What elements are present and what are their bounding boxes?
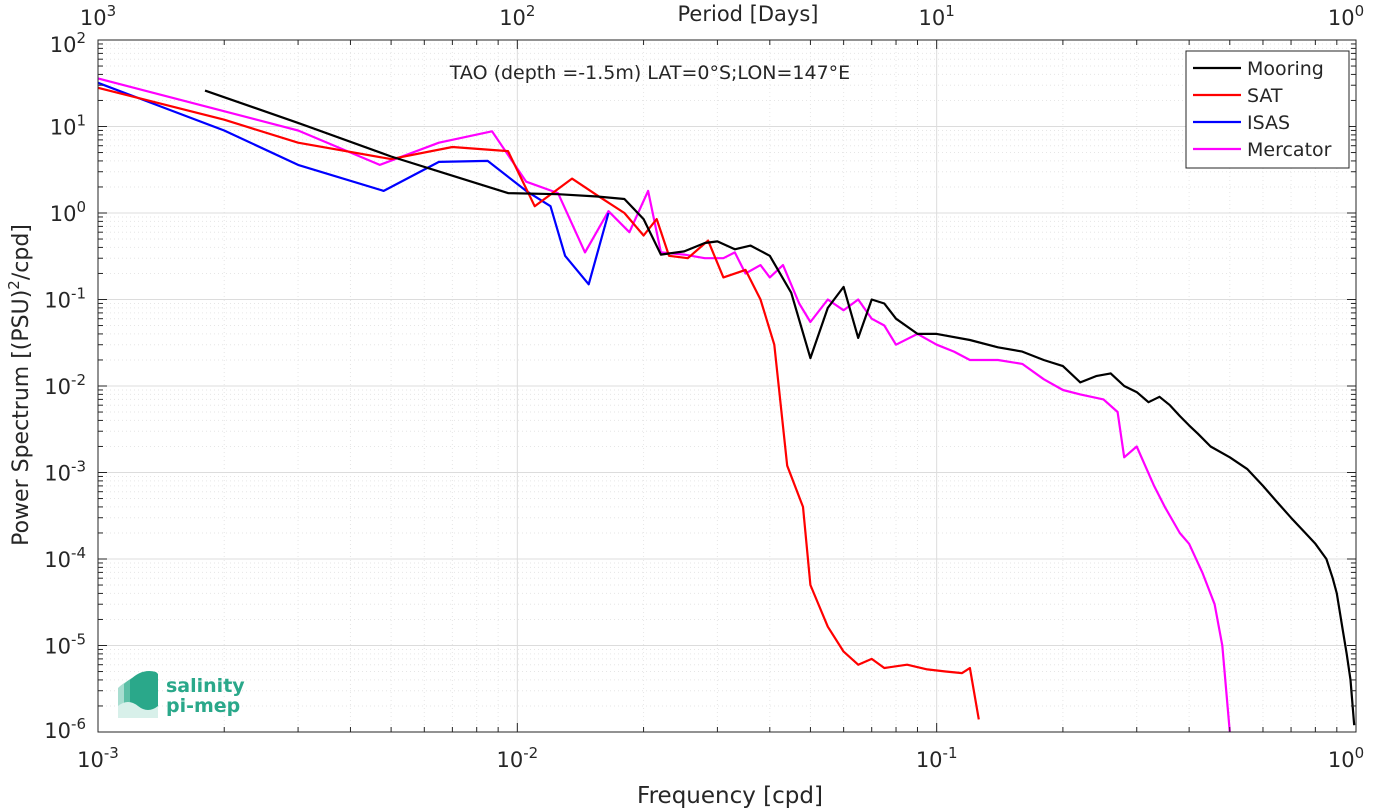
top-tick-label: 103 (80, 2, 116, 30)
logo-text-line2: pi-mep (166, 695, 240, 717)
series-line-sat (97, 86, 980, 720)
y-tick-label: 10-4 (44, 544, 86, 572)
salinity-pi-mep-logo: salinity pi-mep (118, 671, 245, 718)
y-tick-label: 10-2 (44, 371, 86, 399)
x-axis-label: Frequency [cpd] (637, 783, 823, 809)
y-tick-label: 10-3 (44, 458, 86, 486)
legend: Mooring SAT ISAS Mercator (1185, 50, 1350, 169)
top-tick-label: 102 (499, 2, 535, 30)
series-layer (97, 77, 1356, 733)
series-line-isas (97, 81, 610, 286)
legend-label-mooring: Mooring (1247, 58, 1324, 80)
legend-label-mercator: Mercator (1247, 139, 1332, 161)
x-tick-label: 10-3 (77, 744, 119, 772)
y-tick-label: 10-5 (44, 631, 86, 659)
logo-text-line1: salinity (166, 675, 245, 697)
y-tick-label: 10-6 (44, 715, 86, 743)
series-line-mooring (204, 89, 1356, 726)
y-tick-label: 100 (50, 198, 86, 226)
top-tick-label: 100 (1328, 2, 1364, 30)
logo-mark-icon (118, 671, 158, 718)
y-tick-label: 101 (50, 112, 86, 140)
chart-title: TAO (depth =-1.5m) LAT=0°S;LON=147°E (449, 62, 850, 84)
series-line-mercator (97, 77, 1231, 733)
top-tick-label: 101 (919, 2, 955, 30)
minor-grid (98, 40, 1356, 732)
x-tick-label: 100 (1328, 744, 1364, 772)
y-tick-label: 10-1 (44, 285, 86, 313)
top-axis-label: Period [Days] (678, 2, 819, 26)
x-tick-label: 10-1 (916, 744, 958, 772)
y-axis-label: Power Spectrum [(PSU)2/cpd] (5, 224, 34, 546)
x-tick-label: 10-2 (496, 744, 538, 772)
legend-label-isas: ISAS (1247, 112, 1290, 134)
y-tick-label: 102 (50, 29, 86, 57)
legend-label-sat: SAT (1247, 85, 1283, 107)
